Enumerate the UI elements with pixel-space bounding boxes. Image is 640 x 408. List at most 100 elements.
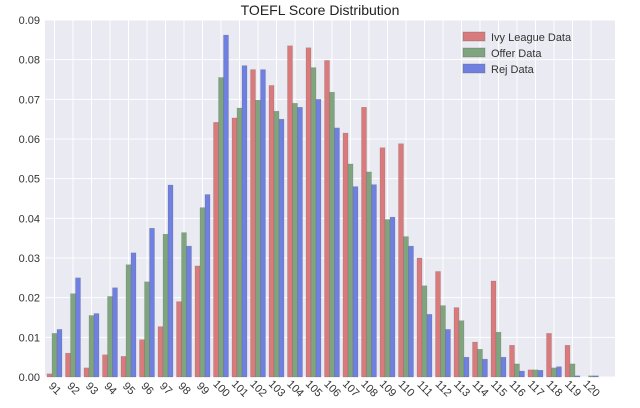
- bar-ivy-league-data-109: [379, 147, 386, 378]
- bar-rej-data-117: [537, 370, 544, 378]
- bar-ivy-league-data-107: [342, 132, 349, 378]
- bar-rej-data-99: [204, 194, 211, 378]
- bar-ivy-league-data-110: [398, 143, 404, 378]
- x-tick-label: 107: [340, 378, 361, 399]
- bar-rej-data-115: [500, 356, 507, 378]
- bar-offer-data-97: [162, 233, 169, 378]
- bar-ivy-league-data-115: [490, 280, 497, 378]
- bar-rej-data-101: [241, 65, 248, 378]
- legend-label: Ivy League Data: [491, 32, 572, 44]
- bar-rej-data-112: [445, 329, 451, 378]
- x-tick-label: 100: [210, 378, 231, 399]
- x-tick-label: 109: [377, 378, 398, 399]
- bar-ivy-league-data-105: [305, 47, 312, 378]
- bar-ivy-league-data-106: [324, 60, 330, 378]
- x-tick-label: 112: [433, 378, 454, 399]
- y-tick-label: 0.07: [19, 94, 40, 106]
- bar-offer-data-120: [588, 375, 594, 378]
- bar-rej-data-107: [352, 186, 359, 378]
- bar-rej-data-113: [463, 356, 470, 378]
- bar-rej-data-111: [426, 314, 433, 378]
- x-tick-label: 106: [321, 378, 342, 399]
- x-tick-label: 108: [358, 378, 379, 399]
- bar-offer-data-116: [514, 363, 520, 378]
- legend-swatch: [462, 63, 486, 74]
- x-tick-label: 105: [303, 378, 324, 399]
- bar-ivy-league-data-95: [120, 356, 127, 378]
- bar-offer-data-118: [551, 367, 557, 378]
- x-tick-label: 92: [65, 380, 82, 397]
- bar-ivy-league-data-117: [527, 369, 534, 378]
- bar-offer-data-104: [292, 103, 298, 378]
- x-tick-label: 98: [176, 380, 193, 397]
- x-tick-label: 120: [580, 378, 601, 399]
- bar-offer-data-115: [495, 331, 502, 378]
- bar-offer-data-98: [181, 232, 187, 378]
- bar-rej-data-98: [186, 245, 192, 378]
- y-tick-label: 0.04: [19, 213, 40, 225]
- x-tick-label: 117: [525, 378, 546, 399]
- bar-ivy-league-data-92: [65, 352, 71, 378]
- bar-rej-data-106: [334, 127, 340, 378]
- bar-offer-data-111: [421, 285, 428, 378]
- bar-offer-data-113: [458, 320, 465, 378]
- x-tick-label: 97: [157, 380, 174, 397]
- bar-rej-data-96: [149, 228, 155, 378]
- bar-rej-data-116: [519, 370, 525, 378]
- bar-ivy-league-data-93: [83, 367, 90, 378]
- y-tick-label: 0.09: [19, 15, 40, 27]
- y-tick-label: 0.05: [19, 174, 40, 186]
- bar-ivy-league-data-96: [139, 339, 145, 378]
- x-tick-label: 104: [284, 378, 305, 399]
- bar-ivy-league-data-108: [361, 107, 367, 378]
- x-tick-label: 116: [507, 378, 528, 399]
- y-tick-label: 0.03: [19, 253, 40, 265]
- bar-rej-data-105: [315, 99, 322, 378]
- legend-label: Offer Data: [491, 48, 542, 60]
- bar-ivy-league-data-104: [287, 45, 293, 378]
- bar-offer-data-112: [440, 305, 446, 378]
- bar-offer-data-117: [532, 369, 539, 378]
- x-tick-label: 96: [139, 380, 156, 397]
- bar-offer-data-96: [144, 281, 150, 378]
- bar-offer-data-108: [366, 171, 372, 378]
- x-tick-label: 95: [120, 380, 137, 397]
- bar-rej-data-100: [223, 34, 229, 378]
- bar-offer-data-94: [107, 296, 113, 378]
- bar-offer-data-92: [70, 293, 76, 378]
- bar-offer-data-105: [310, 67, 317, 378]
- bar-rej-data-120: [593, 375, 599, 378]
- bar-rej-data-95: [130, 252, 137, 378]
- y-tick-label: 0.00: [19, 372, 40, 384]
- bar-rej-data-118: [556, 366, 562, 378]
- bar-rej-data-91: [56, 329, 63, 378]
- x-tick-label: 114: [470, 378, 491, 399]
- bar-ivy-league-data-119: [564, 345, 571, 378]
- x-tick-label: 102: [247, 378, 268, 399]
- x-tick-label: 91: [46, 380, 63, 397]
- bar-offer-data-101: [236, 107, 243, 378]
- legend-swatch: [462, 47, 486, 58]
- bar-rej-data-92: [75, 277, 81, 378]
- bar-offer-data-103: [273, 110, 280, 378]
- legend-swatch: [462, 31, 486, 42]
- x-tick-label: 111: [414, 379, 434, 399]
- bar-offer-data-119: [569, 363, 576, 378]
- y-tick-label: 0.02: [19, 293, 40, 305]
- bar-rej-data-103: [278, 118, 285, 378]
- bar-offer-data-100: [218, 77, 224, 378]
- x-tick-label: 115: [488, 378, 509, 399]
- bar-ivy-league-data-101: [231, 117, 238, 378]
- x-tick-label: 101: [229, 378, 250, 399]
- bar-ivy-league-data-91: [46, 373, 53, 378]
- bar-offer-data-91: [51, 333, 58, 378]
- bar-offer-data-102: [255, 99, 261, 378]
- bar-offer-data-110: [403, 236, 409, 378]
- x-tick-label: 110: [396, 378, 417, 399]
- bar-offer-data-99: [199, 207, 206, 378]
- bar-ivy-league-data-97: [157, 326, 164, 378]
- bar-offer-data-93: [88, 315, 95, 378]
- bar-rej-data-94: [112, 287, 118, 378]
- bar-ivy-league-data-118: [546, 333, 552, 378]
